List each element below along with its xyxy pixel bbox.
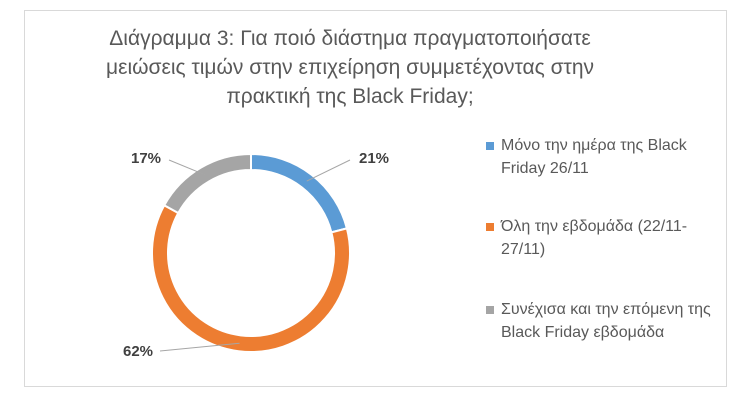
legend-swatch [486, 223, 494, 231]
data-label-17: 17% [131, 150, 161, 167]
legend-swatch [486, 142, 494, 150]
slice-only-black-friday [250, 152, 349, 234]
data-label-21: 21% [359, 150, 389, 167]
leader-line [306, 159, 351, 182]
data-label-62: 62% [123, 343, 153, 360]
legend-label: Μόνο την ημέρα της Black Friday 26/11 [501, 137, 687, 177]
legend-label: Όλη την εβδομάδα (22/11-27/11) [501, 218, 688, 258]
slice-next-week [162, 152, 252, 215]
leader-line [159, 342, 240, 352]
chart-frame [24, 10, 727, 387]
leader-line [168, 159, 205, 176]
slice-whole-week [151, 203, 351, 353]
legend-label: Συνέχισα και την επόμενη της Black Frida… [501, 301, 711, 341]
chart-title: Διάγραμμα 3: Για ποιό διάστημα πραγματοπ… [105, 27, 595, 108]
legend-swatch [486, 306, 494, 314]
